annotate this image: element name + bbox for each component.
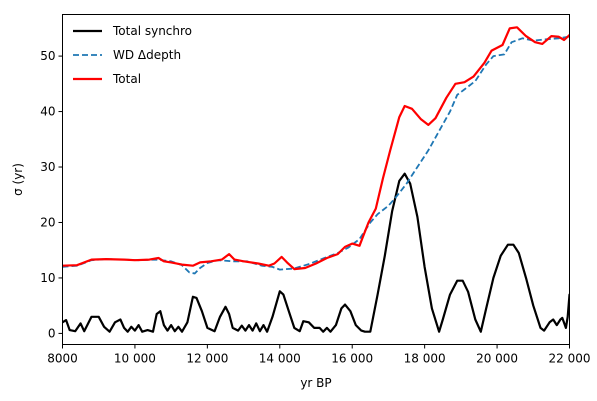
x-tick-label: 18 000 (404, 352, 446, 366)
x-tick-label: 8000 (47, 352, 78, 366)
y-tick-label: 50 (40, 49, 55, 63)
x-tick-label: 20 000 (476, 352, 518, 366)
y-tick-label: 10 (40, 271, 55, 285)
y-tick-label: 40 (40, 105, 55, 119)
series-line-2 (62, 26, 570, 271)
y-tick-label: 30 (40, 160, 55, 174)
legend-label-1: WD Δdepth (113, 48, 181, 62)
y-tick-label: 0 (48, 326, 56, 340)
y-axis: 0 10 20 30 40 50 (40, 49, 63, 340)
x-tick-label: 14 000 (259, 352, 301, 366)
y-axis-label: σ (yr) (11, 163, 25, 196)
y-tick-label: 20 (40, 215, 55, 229)
x-tick-label: 16 000 (331, 352, 373, 366)
legend-label-0: Total synchro (112, 24, 192, 38)
series-lines (62, 26, 570, 333)
x-tick-label: 12 000 (186, 352, 228, 366)
x-tick-label: 22 000 (549, 352, 591, 366)
x-axis-label: yr BP (300, 376, 331, 390)
plot-frame (62, 14, 570, 345)
x-tick-label: 10 000 (114, 352, 156, 366)
series-line-0 (62, 172, 570, 333)
legend: Total synchro WD Δdepth Total (73, 24, 192, 86)
x-axis: 8000 10 000 12 000 14 000 16 000 18 000 20 000… (47, 344, 591, 366)
legend-label-2: Total (112, 72, 141, 86)
